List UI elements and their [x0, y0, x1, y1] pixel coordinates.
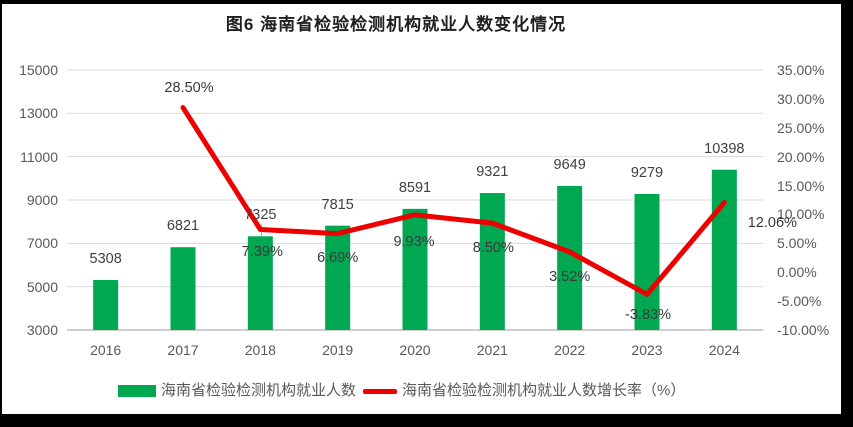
- chart-title: 图6 海南省检验检测机构就业人数变化情况: [225, 15, 567, 34]
- y-axis-right-tick-label: -10.00%: [777, 322, 830, 338]
- growth-rate-label: -3.83%: [625, 307, 671, 324]
- bar-2024: [711, 169, 737, 330]
- legend-line-swatch-icon: [363, 388, 398, 394]
- x-axis-label: 2023: [631, 342, 663, 358]
- growth-rate-label: 7.39%: [241, 243, 283, 260]
- y-axis-right-tick-label: 0.00%: [777, 264, 817, 281]
- bar-2019: [325, 225, 351, 330]
- x-axis-label: 2021: [476, 342, 508, 358]
- y-axis-right-tick-label: 30.00%: [777, 90, 825, 107]
- employment-value-label: 7325: [244, 207, 277, 224]
- x-axis-label: 2017: [167, 342, 199, 358]
- y-axis-right-tick-label: 15.00%: [777, 177, 825, 194]
- growth-rate-label: 9.93%: [393, 233, 435, 250]
- y-axis-right-tick-label: 5.00%: [777, 235, 817, 252]
- y-axis-right-tick-label: 20.00%: [777, 148, 825, 165]
- growth-rate-label: 12.06%: [747, 214, 797, 231]
- x-axis-label: 2019: [322, 342, 354, 358]
- employment-value-label: 8591: [398, 179, 432, 196]
- y-axis-left-tick-label: 11000: [20, 148, 58, 165]
- y-axis-left-tick-label: 15000: [19, 62, 58, 78]
- employment-value-label: 10398: [704, 140, 745, 157]
- x-axis-label: 2020: [399, 342, 431, 358]
- y-axis-left-tick-label: 3000: [26, 322, 58, 338]
- x-axis-label: 2018: [244, 342, 276, 358]
- growth-rate-line: [180, 105, 727, 297]
- legend-line-label: 海南省检验检测机构就业人数增长率（%）: [402, 382, 686, 399]
- bar-2018: [247, 236, 273, 330]
- employment-value-label: 9649: [553, 156, 586, 173]
- x-axis-label: 2022: [554, 342, 586, 358]
- y-axis-left-tick-label: 5000: [26, 278, 58, 295]
- employment-value-label: 9279: [630, 164, 664, 181]
- employment-value-label: 7815: [321, 196, 354, 213]
- bar-2016: [93, 279, 119, 330]
- growth-rate-label: 8.50%: [472, 240, 514, 257]
- growth-rate-label: 6.69%: [317, 249, 359, 266]
- x-axis-label: 2016: [90, 342, 122, 358]
- y-axis-right-tick-label: 10.00%: [777, 206, 825, 223]
- legend: 海南省检验检测机构就业人数 海南省检验检测机构就业人数增长率（%）: [118, 381, 685, 401]
- y-axis-left-tick-label: 9000: [26, 192, 58, 208]
- x-axis-label: 2024: [708, 342, 740, 358]
- y-axis-right-tick-label: 35.00%: [777, 62, 825, 78]
- y-axis-left-tick-label: 7000: [26, 235, 58, 252]
- legend-bar-label: 海南省检验检测机构就业人数: [161, 382, 357, 399]
- y-axis-right-tick-label: -5.00%: [777, 293, 822, 310]
- employment-value-label: 5308: [89, 250, 122, 267]
- legend-bar-swatch-icon: [118, 385, 156, 397]
- bar-2020: [402, 208, 428, 330]
- employment-value-label: 6821: [166, 218, 200, 235]
- bar-2021: [479, 193, 505, 330]
- growth-rate-label: 3.52%: [549, 268, 591, 285]
- bar-2017: [170, 247, 196, 330]
- y-axis-right-tick-label: 25.00%: [777, 119, 825, 136]
- y-axis-left-tick-label: 13000: [19, 105, 58, 122]
- growth-rate-label: 28.50%: [164, 79, 214, 96]
- bar-2023: [634, 193, 660, 330]
- employment-value-label: 9321: [476, 164, 509, 181]
